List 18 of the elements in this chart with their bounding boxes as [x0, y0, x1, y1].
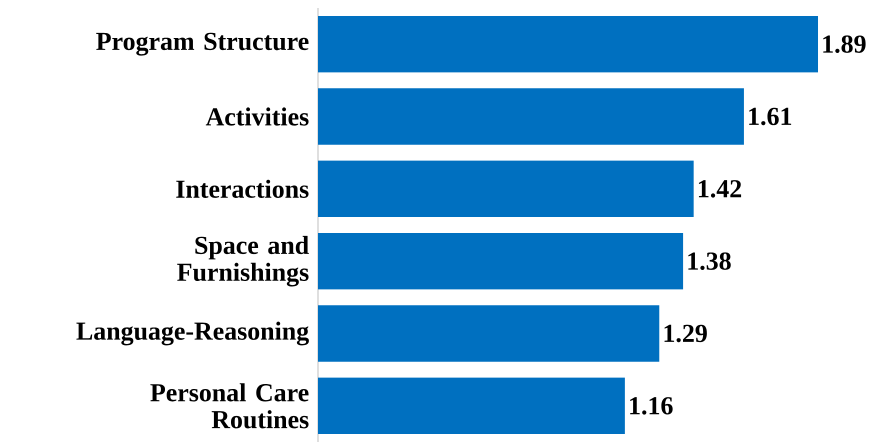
- y-tick-label: Personal Care Routines: [150, 383, 309, 428]
- data-label: 1.38: [688, 252, 731, 270]
- bar: [318, 305, 660, 362]
- data-label: 1.42: [698, 180, 742, 198]
- bar: [318, 16, 818, 72]
- data-label: 1.16: [630, 397, 673, 415]
- y-tick-label: Language-Reasoning: [76, 322, 309, 346]
- y-tick-label: Space and Furnishings: [177, 236, 309, 286]
- data-label: 1.61: [749, 108, 792, 126]
- bar: [318, 88, 744, 145]
- y-tick-label: Program Structure: [96, 32, 309, 56]
- data-label: 1.89: [823, 35, 866, 53]
- data-label: 1.29: [664, 324, 707, 342]
- y-tick-label: Interactions: [176, 180, 309, 198]
- y-tick-label: Activities: [206, 107, 309, 126]
- bar: [318, 160, 694, 218]
- bar: [318, 378, 625, 434]
- bar: [318, 232, 684, 290]
